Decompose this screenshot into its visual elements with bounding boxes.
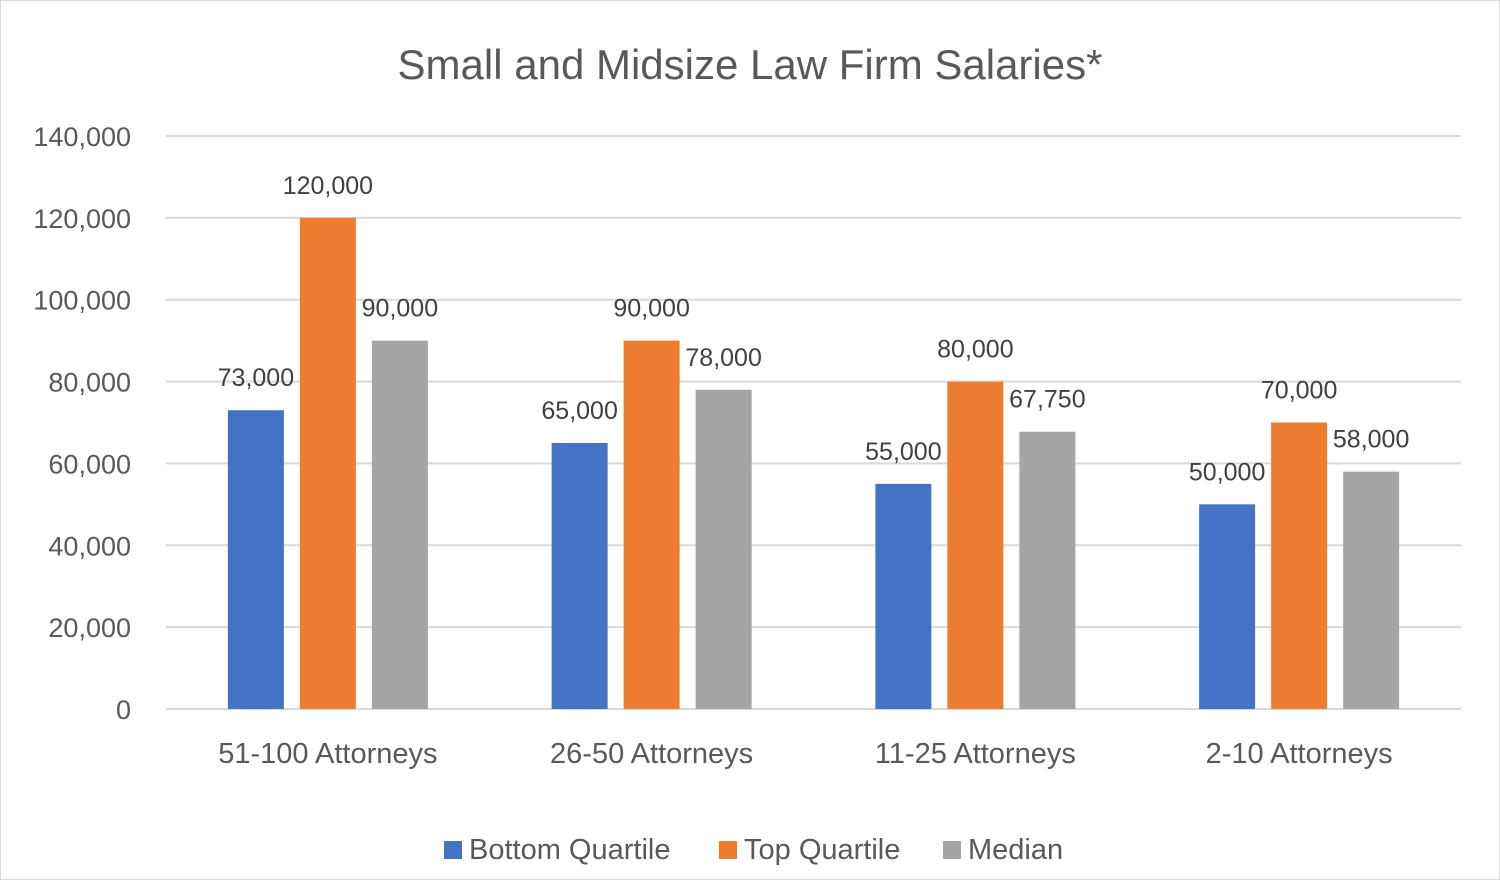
data-label: 70,000 — [1261, 377, 1337, 405]
legend-swatch — [444, 841, 462, 859]
data-label: 67,750 — [1009, 386, 1085, 414]
y-tick-label: 60,000 — [48, 449, 131, 479]
y-tick-label: 20,000 — [48, 613, 131, 643]
data-label: 90,000 — [613, 295, 689, 323]
x-category-label: 51-100 Attorneys — [218, 738, 437, 770]
data-label: 58,000 — [1333, 426, 1409, 454]
y-tick-label: 40,000 — [48, 531, 131, 561]
x-category-label: 11-25 Attorneys — [875, 738, 1076, 770]
legend-label: Median — [968, 834, 1063, 866]
bar — [227, 410, 284, 709]
x-axis-category-labels: 51-100 Attorneys 26-50 Attorneys 11-25 Att… — [218, 738, 1392, 770]
bar — [1343, 471, 1400, 709]
data-label: 50,000 — [1189, 458, 1265, 486]
bar — [695, 389, 752, 709]
legend-label: Bottom Quartile — [469, 834, 670, 866]
chart-title: Small and Midsize Law Firm Salaries* — [398, 41, 1103, 88]
legend-swatch — [719, 841, 737, 859]
data-label: 80,000 — [937, 336, 1013, 364]
bar — [551, 442, 608, 709]
data-label: 90,000 — [362, 295, 438, 323]
y-tick-label: 120,000 — [33, 204, 131, 234]
data-label: 120,000 — [283, 172, 373, 200]
bar — [623, 340, 680, 709]
y-tick-label: 140,000 — [33, 122, 131, 152]
bar — [1271, 422, 1328, 709]
x-category-label: 2-10 Attorneys — [1206, 738, 1393, 770]
bar — [371, 340, 428, 709]
bar — [947, 381, 1004, 709]
x-category-label: 26-50 Attorneys — [550, 738, 753, 770]
y-tick-label: 0 — [116, 695, 131, 725]
bar — [299, 217, 356, 709]
legend: Bottom Quartile Top Quartile Median — [444, 834, 1063, 866]
data-labels: 73,000 120,000 90,000 65,000 90,000 78,000 55,… — [218, 172, 1410, 487]
y-tick-label: 100,000 — [33, 286, 131, 316]
y-tick-label: 80,000 — [48, 368, 131, 398]
bars — [227, 217, 1400, 709]
gridlines — [166, 135, 1461, 710]
data-label: 65,000 — [541, 397, 617, 425]
legend-label: Top Quartile — [744, 834, 900, 866]
data-label: 78,000 — [685, 344, 761, 372]
bar — [1019, 431, 1076, 709]
data-label: 73,000 — [218, 364, 294, 392]
bar — [875, 483, 932, 709]
legend-swatch — [943, 841, 961, 859]
bar — [1199, 504, 1256, 709]
y-axis-tick-labels: 0 20,000 40,000 60,000 80,000 100,000 120,000 1… — [33, 122, 131, 725]
data-label: 55,000 — [865, 438, 941, 466]
